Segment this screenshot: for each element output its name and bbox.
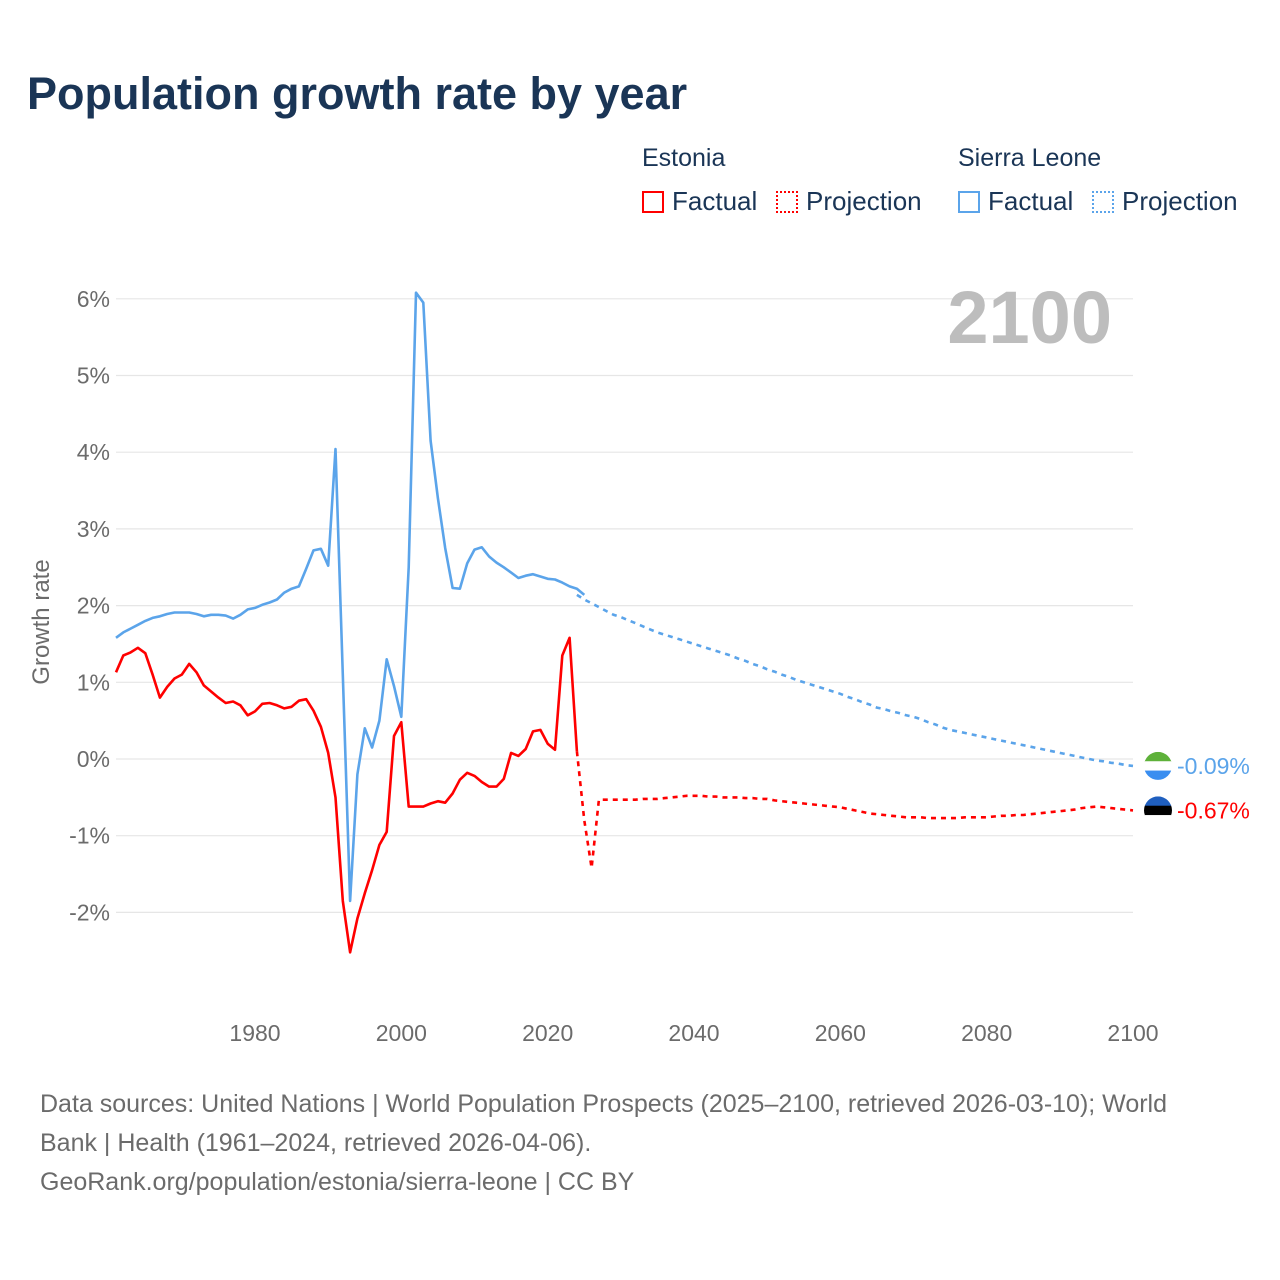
- footer-sources-2: Bank | Health (1961–2024, retrieved 2026…: [40, 1129, 592, 1157]
- legend-label: Projection: [1122, 186, 1238, 216]
- y-axis-label: Growth rate: [28, 559, 55, 685]
- legend-sierra-leone-factual[interactable]: Factual: [958, 186, 1073, 217]
- x-tick-label: 1980: [229, 1020, 280, 1046]
- x-tick-label: 2000: [376, 1020, 427, 1046]
- legend-group-estonia: Estonia: [642, 144, 726, 172]
- dotted-swatch-icon: [1092, 190, 1114, 213]
- legend-label: Factual: [988, 186, 1074, 216]
- flag-stripe: [1144, 805, 1172, 816]
- solid-swatch-icon: [958, 190, 980, 213]
- legend-group-sierra-leone: Sierra Leone: [958, 144, 1102, 172]
- estonia-factual-line: [114, 636, 579, 954]
- x-tick-label: 2060: [815, 1020, 866, 1046]
- current-year-label: 2100: [947, 276, 1112, 359]
- sierra-leone-flag-icon: [1144, 751, 1172, 780]
- flag-stripe: [1144, 761, 1172, 772]
- y-tick-label: -1%: [69, 823, 110, 849]
- y-tick-label: 1%: [77, 669, 110, 695]
- axis-ticks: -2% -1% 0% 1% 2% 3% 4% 5% 6% 1980 2000 2020 2040 2060…: [69, 286, 1158, 1046]
- chart-title: Population growth rate by year: [27, 68, 688, 119]
- x-tick-label: 2020: [522, 1020, 573, 1046]
- flag-stripe: [1144, 751, 1172, 762]
- y-tick-label: 5%: [77, 363, 110, 389]
- estonia-flag-icon: [1144, 796, 1172, 825]
- x-tick-label: 2080: [961, 1020, 1012, 1046]
- y-tick-label: 3%: [77, 516, 110, 542]
- flag-stripe: [1144, 796, 1172, 807]
- y-tick-label: 4%: [77, 439, 110, 465]
- footer-sources-1: Data sources: United Nations | World Pop…: [40, 1090, 1168, 1118]
- dotted-swatch-icon: [776, 190, 798, 213]
- legend-label: Projection: [806, 186, 922, 216]
- legend-estonia-projection[interactable]: Projection: [776, 186, 922, 217]
- sierra-leone-projection-line: [576, 593, 1134, 768]
- footer-link[interactable]: GeoRank.org/population/estonia/sierra-le…: [40, 1168, 635, 1196]
- y-tick-label: 2%: [77, 593, 110, 619]
- y-tick-label: 6%: [77, 286, 110, 312]
- solid-swatch-icon: [642, 190, 664, 213]
- estonia-end-label: -0.67%: [1177, 797, 1250, 823]
- flag-stripe: [1144, 815, 1172, 825]
- y-tick-label: 0%: [77, 746, 110, 772]
- series-lines: [114, 291, 1134, 954]
- x-tick-label: 2100: [1107, 1020, 1158, 1046]
- estonia-projection-line: [575, 751, 1134, 869]
- end-labels: -0.09% -0.67%: [1144, 751, 1250, 825]
- x-tick-label: 2040: [668, 1020, 719, 1046]
- flag-stripes: [1144, 796, 1172, 825]
- sierra-leone-factual-line: [115, 291, 586, 903]
- flag-stripes: [1144, 751, 1172, 780]
- legend-sierra-leone-projection[interactable]: Projection: [1092, 186, 1238, 217]
- legend-label: Factual: [672, 186, 758, 216]
- flag-stripe: [1144, 770, 1172, 780]
- y-tick-label: -2%: [69, 899, 110, 925]
- gridlines: [116, 298, 1133, 914]
- legend-estonia-factual[interactable]: Factual: [642, 186, 757, 217]
- sierra-leone-end-label: -0.09%: [1177, 753, 1250, 779]
